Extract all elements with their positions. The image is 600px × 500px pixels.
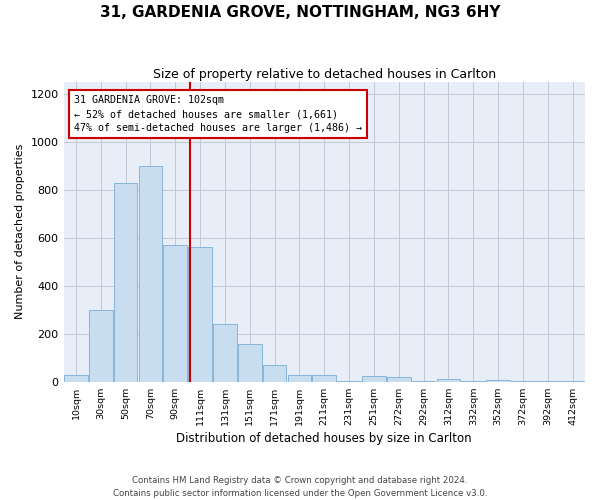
Bar <box>486 380 510 382</box>
Bar <box>188 248 212 382</box>
Text: Contains HM Land Registry data © Crown copyright and database right 2024.
Contai: Contains HM Land Registry data © Crown c… <box>113 476 487 498</box>
Bar <box>238 344 262 382</box>
Bar <box>139 166 162 382</box>
Bar <box>263 365 286 382</box>
Bar <box>287 375 311 382</box>
Bar <box>437 379 460 382</box>
Text: 31 GARDENIA GROVE: 102sqm
← 52% of detached houses are smaller (1,661)
47% of se: 31 GARDENIA GROVE: 102sqm ← 52% of detac… <box>74 95 362 133</box>
Bar <box>89 310 113 382</box>
Bar <box>213 324 237 382</box>
Bar <box>387 378 410 382</box>
Bar <box>362 376 386 382</box>
Title: Size of property relative to detached houses in Carlton: Size of property relative to detached ho… <box>153 68 496 80</box>
X-axis label: Distribution of detached houses by size in Carlton: Distribution of detached houses by size … <box>176 432 472 445</box>
Bar <box>163 245 187 382</box>
Y-axis label: Number of detached properties: Number of detached properties <box>15 144 25 320</box>
Bar <box>313 375 336 382</box>
Text: 31, GARDENIA GROVE, NOTTINGHAM, NG3 6HY: 31, GARDENIA GROVE, NOTTINGHAM, NG3 6HY <box>100 5 500 20</box>
Bar <box>114 183 137 382</box>
Bar <box>64 375 88 382</box>
